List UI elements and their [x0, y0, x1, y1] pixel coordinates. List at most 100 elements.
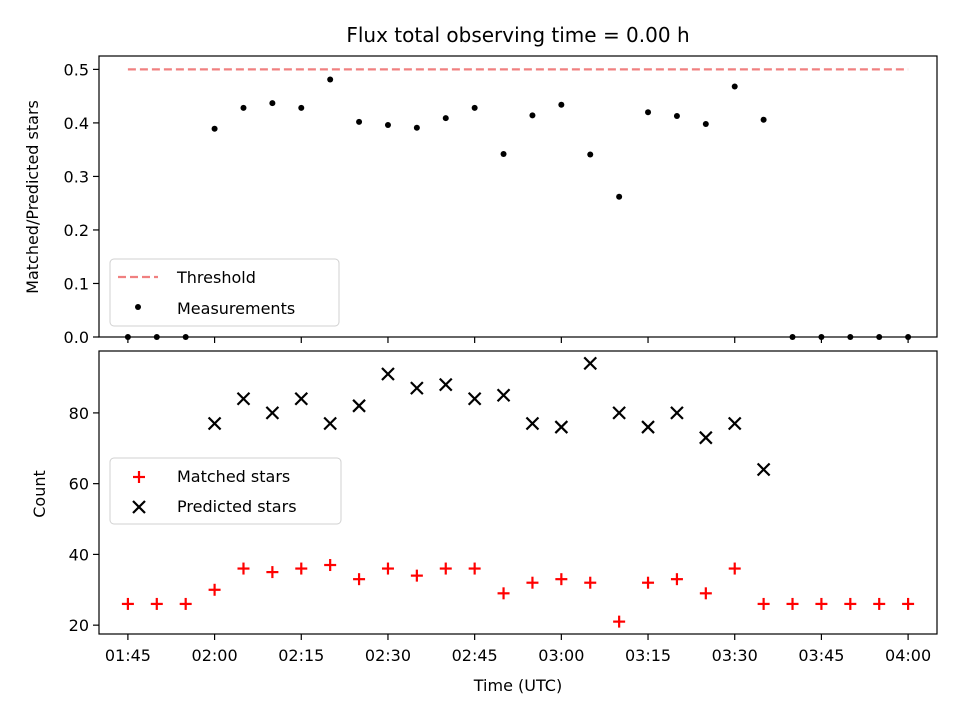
matched-star-point — [497, 587, 510, 600]
measurement-point — [442, 115, 449, 122]
xtick-label: 02:45 — [452, 646, 498, 665]
x-axis-label: Time (UTC) — [473, 676, 562, 695]
bottom-legend: Matched stars Predicted stars — [109, 457, 342, 525]
top-ticks: 0.0 0.1 0.2 0.3 0.4 0.5 — [64, 60, 909, 347]
xtick-label: 02:00 — [192, 646, 238, 665]
xtick-label: 04:00 — [885, 646, 931, 665]
predicted-star-point — [438, 377, 453, 392]
predicted-star-point — [583, 356, 598, 371]
matched-star-point — [295, 562, 308, 575]
top-legend: Threshold Measurements — [109, 258, 340, 327]
matched-star-point — [526, 576, 539, 589]
bottom-ytick-label: 60 — [69, 475, 89, 494]
bottom-ytick-label: 20 — [69, 616, 89, 635]
bottom-ytick-label: 80 — [69, 404, 89, 423]
xtick-label: 02:30 — [365, 646, 411, 665]
measurement-point — [702, 120, 709, 127]
measurement-point — [211, 125, 218, 132]
predicted-legend-label: Predicted stars — [177, 497, 297, 516]
measurement-point — [500, 150, 507, 157]
measurement-point — [760, 116, 767, 123]
measurement-point — [471, 104, 478, 111]
measurements-legend-marker — [135, 304, 141, 310]
matched-star-point — [728, 562, 741, 575]
measurement-point — [298, 104, 305, 111]
predicted-star-point — [554, 420, 569, 434]
chart-title: Flux total observing time = 0.00 h — [346, 23, 689, 47]
matched-star-point — [786, 597, 799, 610]
measurement-point — [356, 118, 363, 125]
matched-star-point — [324, 559, 337, 572]
top-ytick-label: 0.4 — [64, 114, 89, 133]
matched-legend-marker — [133, 471, 145, 483]
matched-legend-label: Matched stars — [177, 467, 290, 486]
measurement-point — [558, 101, 565, 108]
measurement-point — [529, 112, 536, 119]
predicted-star-point — [756, 462, 771, 477]
matched-star-point — [844, 597, 857, 610]
predicted-star-point — [265, 406, 280, 420]
predicted-star-point — [699, 430, 713, 445]
matched-star-point — [410, 569, 423, 582]
measurement-point — [240, 104, 247, 111]
predicted-star-point — [294, 391, 309, 406]
top-ytick-label: 0.2 — [64, 221, 89, 240]
matched-star-point — [179, 597, 192, 610]
xtick-label: 03:45 — [798, 646, 844, 665]
xtick-label: 03:00 — [538, 646, 584, 665]
measurement-point — [616, 193, 623, 200]
matched-star-point — [642, 576, 655, 589]
predicted-star-point — [467, 391, 482, 406]
matched-star-point — [439, 562, 452, 575]
matched-star-point — [584, 576, 597, 589]
bottom-y-axis-label: Count — [30, 470, 49, 518]
matched-star-point — [208, 583, 221, 596]
xtick-label: 03:30 — [712, 646, 758, 665]
measurement-point — [384, 122, 391, 129]
matched-star-point — [873, 597, 886, 610]
matched-star-point — [237, 562, 250, 575]
matched-star-point — [555, 573, 568, 586]
predicted-star-point — [410, 381, 424, 395]
top-ytick-label: 0.1 — [64, 274, 89, 293]
predicted-star-point — [496, 388, 511, 402]
predicted-legend-marker — [132, 500, 146, 514]
measurements-legend-label: Measurements — [177, 299, 295, 318]
predicted-star-point — [670, 406, 684, 420]
predicted-star-point — [727, 416, 742, 431]
measurement-point — [413, 124, 420, 131]
matched-star-point — [757, 597, 770, 610]
top-y-axis-label: Matched/Predicted stars — [23, 100, 42, 294]
bottom-ytick-label: 40 — [69, 545, 89, 564]
measurement-point — [673, 112, 680, 119]
predicted-star-point — [381, 367, 395, 381]
top-ytick-label: 0.5 — [64, 60, 89, 79]
matched-star-point — [121, 597, 134, 610]
measurement-point — [587, 151, 594, 158]
bottom-legend-box — [109, 457, 342, 525]
matched-star-point — [353, 573, 366, 586]
measurement-point — [269, 100, 276, 107]
measurement-point — [645, 109, 652, 116]
bottom-plot-frame — [98, 350, 938, 635]
predicted-star-point — [207, 416, 222, 431]
matched-star-point — [266, 566, 279, 579]
top-legend-box — [109, 258, 340, 327]
matched-star-point — [613, 615, 626, 628]
top-plot-frame — [98, 55, 938, 338]
measurement-point — [731, 83, 738, 90]
predicted-star-point — [352, 399, 366, 413]
xtick-label: 01:45 — [105, 646, 151, 665]
bottom-data — [121, 356, 915, 628]
threshold-legend-label: Threshold — [176, 268, 256, 287]
matched-star-point — [815, 597, 828, 610]
matched-star-point — [150, 597, 163, 610]
matched-star-point — [699, 587, 712, 600]
bottom-panel: Count Time (UTC) 20 40 60 80 01:45 02:00 02:15… — [30, 350, 938, 695]
matched-star-point — [902, 597, 915, 610]
predicted-star-point — [612, 406, 626, 420]
predicted-star-point — [236, 391, 251, 406]
xtick-label: 03:15 — [625, 646, 671, 665]
predicted-star-point — [323, 416, 337, 431]
measurement-point — [327, 76, 334, 83]
